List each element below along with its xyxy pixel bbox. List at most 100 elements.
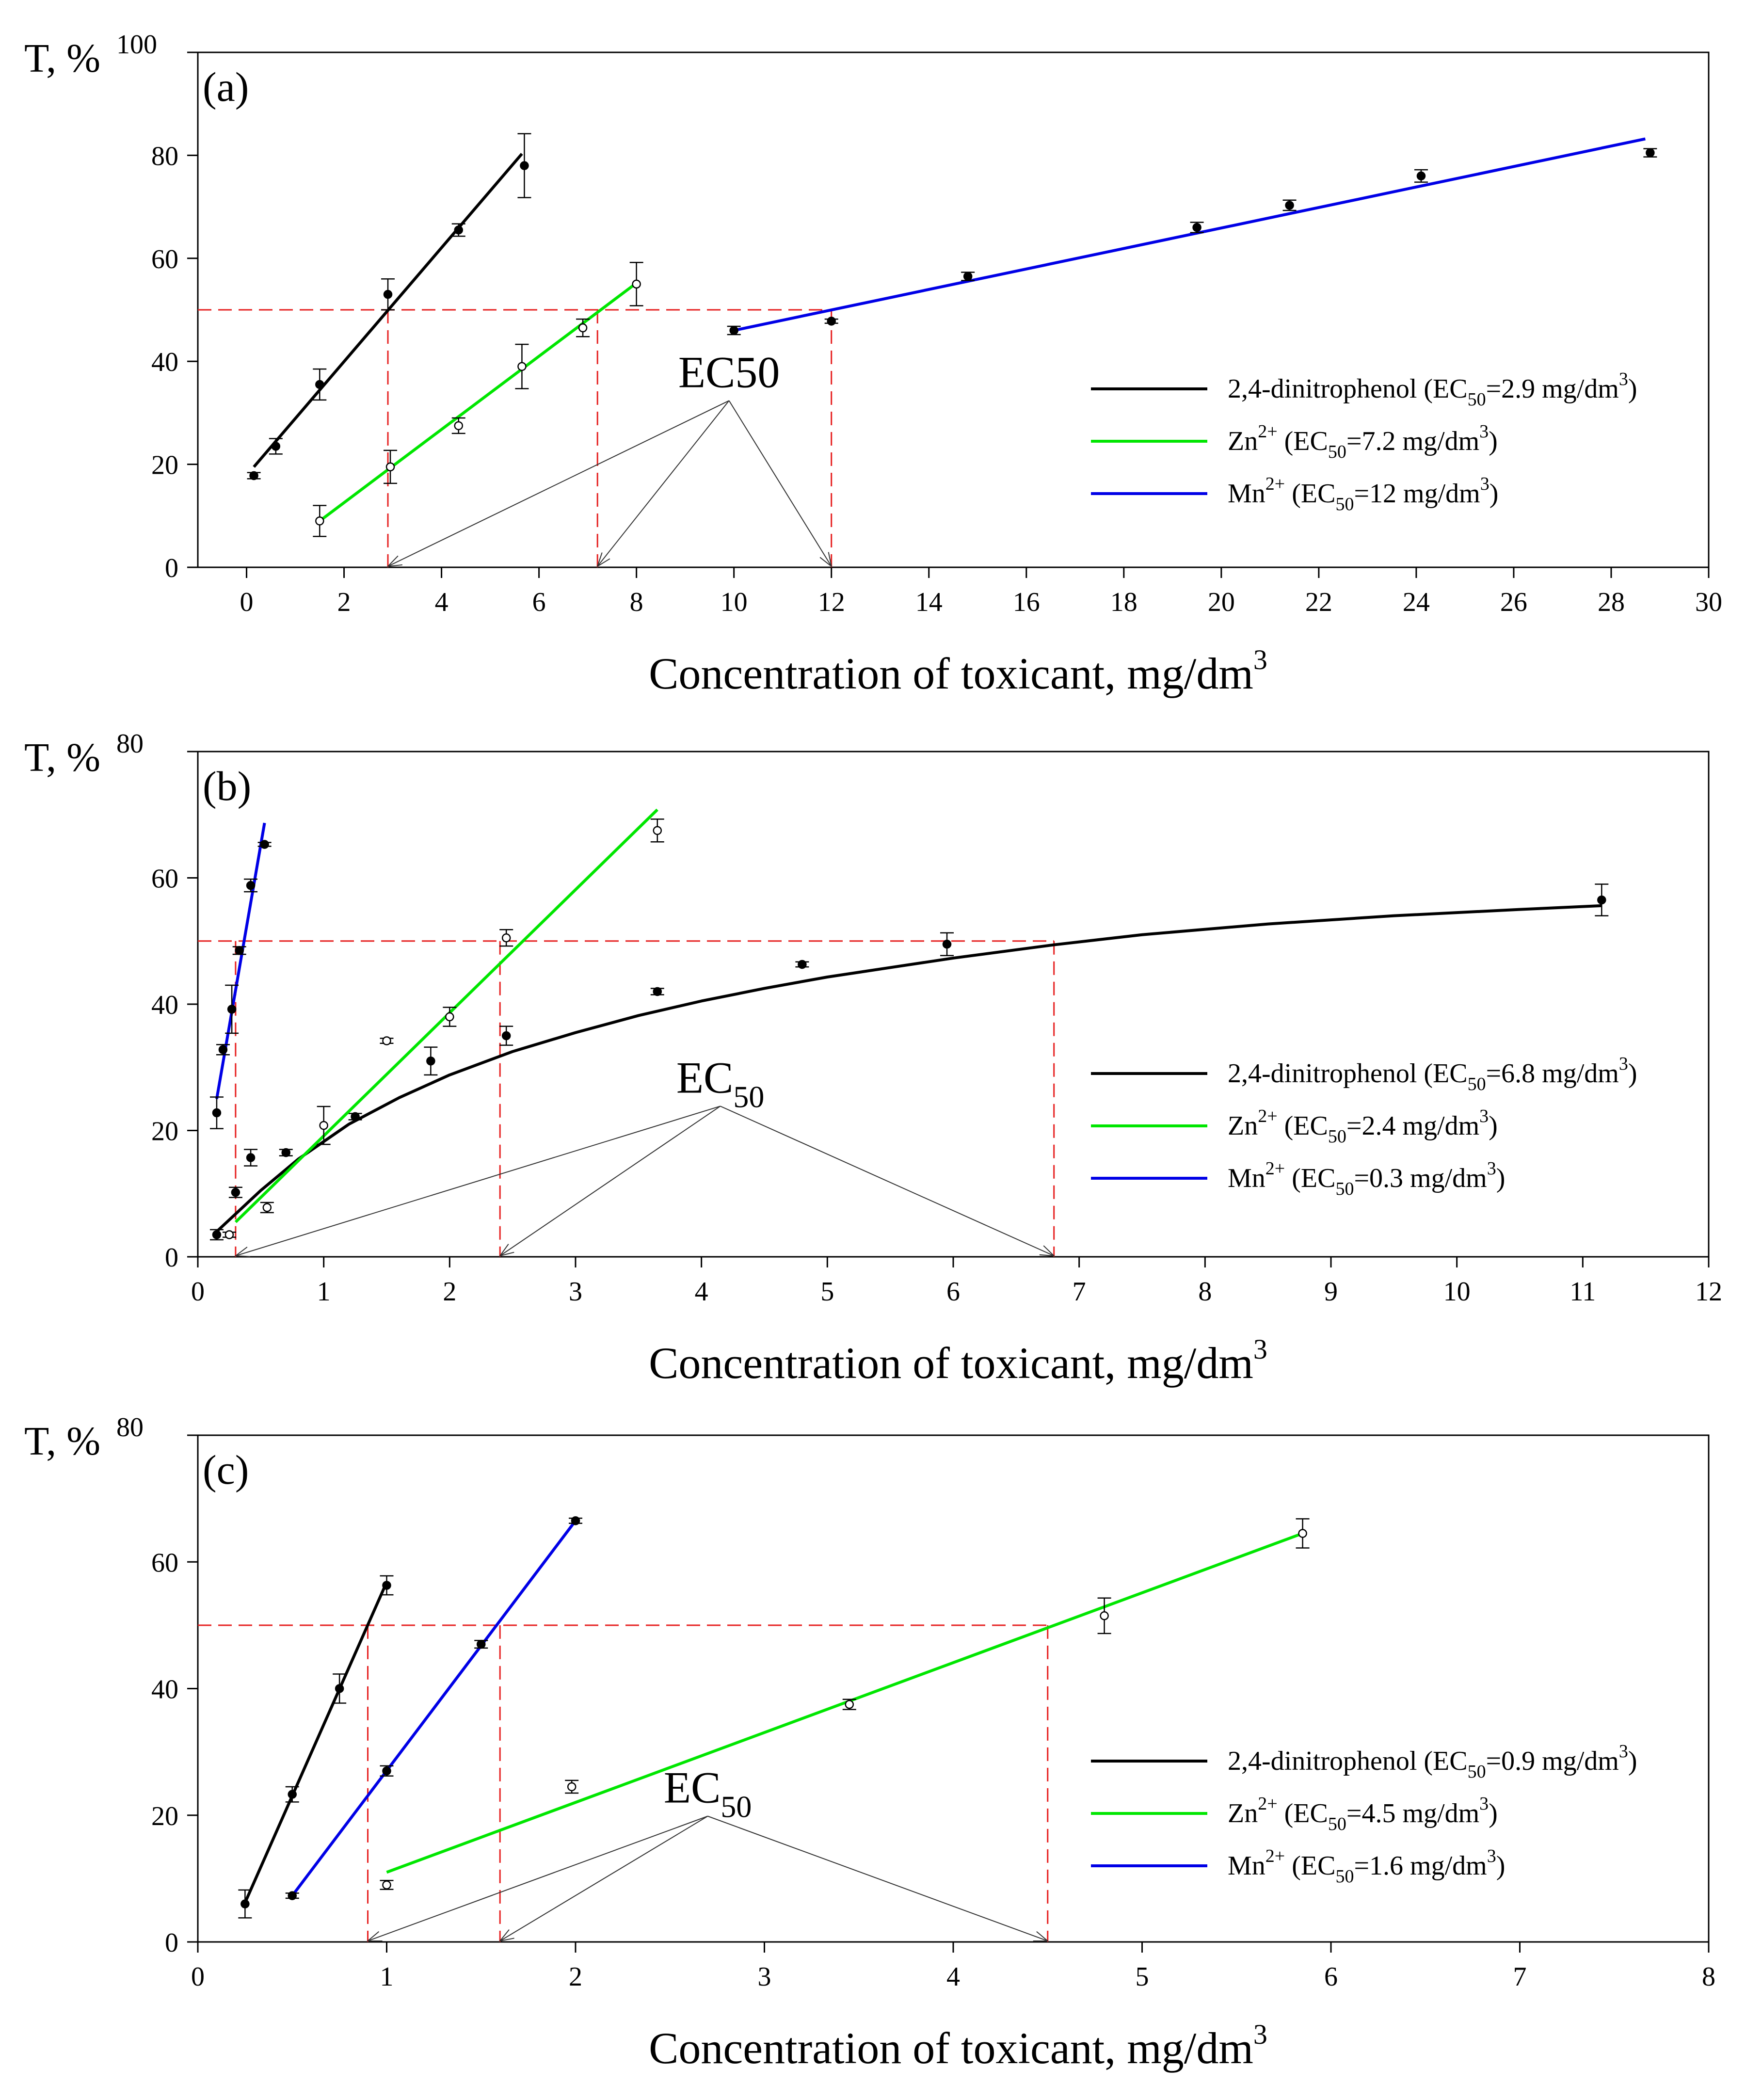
x-tick-label: 10 <box>721 587 748 617</box>
x-tick-label: 0 <box>191 1277 205 1307</box>
data-point <box>351 1112 360 1122</box>
data-point <box>517 362 527 371</box>
y-tick-label: 60 <box>151 864 178 894</box>
legend-entry-2: Mn2+ (EC50=0.3 mg/dm3) <box>1228 1158 1505 1199</box>
data-point <box>315 380 324 389</box>
data-point <box>963 272 973 281</box>
data-point <box>246 881 256 890</box>
data-point <box>1298 1529 1307 1538</box>
ec50-arrowhead-1 <box>498 1244 514 1257</box>
data-point <box>240 1899 250 1908</box>
data-point <box>798 960 807 969</box>
legend-entry-2: Mn2+ (EC50=12 mg/dm3) <box>1228 474 1498 514</box>
x-tick-label: 24 <box>1403 587 1430 617</box>
data-point <box>1416 171 1426 181</box>
ec50-arrow-0 <box>720 1106 1055 1256</box>
y-tick-label: 0 <box>165 1928 178 1958</box>
data-point <box>571 1516 580 1525</box>
panel-label: (c) <box>203 1446 249 1493</box>
fit-line-0 <box>243 1581 388 1904</box>
data-point <box>382 1581 391 1590</box>
x-axis-title: Concentration of toxicant, mg/dm3 <box>649 2019 1267 2073</box>
x-tick-label: 8 <box>1198 1277 1212 1307</box>
ec50-arrow-0 <box>368 1815 708 1941</box>
legend-entry-1: Zn2+ (EC50=4.5 mg/dm3) <box>1228 1794 1498 1834</box>
data-point <box>260 840 269 849</box>
data-point <box>632 279 641 289</box>
fit-line-2 <box>734 137 1646 332</box>
panel-label: (b) <box>203 763 251 809</box>
data-point <box>385 462 395 472</box>
data-point <box>231 1187 240 1197</box>
x-tick-label: 2 <box>569 1962 582 1992</box>
x-tick-label: 0 <box>240 587 254 617</box>
y-axis-title: T, % <box>24 735 100 780</box>
x-tick-label: 26 <box>1500 587 1527 617</box>
x-tick-label: 18 <box>1110 587 1137 617</box>
data-point <box>1192 223 1201 232</box>
panel-label: (a) <box>203 64 249 110</box>
data-point <box>426 1056 435 1066</box>
x-tick-label: 4 <box>435 587 449 617</box>
data-point <box>382 1766 391 1776</box>
data-point <box>1100 1611 1109 1620</box>
x-tick-label: 16 <box>1013 587 1040 617</box>
data-point <box>288 1891 297 1900</box>
ec50-arrow-2 <box>499 1815 708 1941</box>
legend-entry-0: 2,4-dinitrophenol (EC50=2.9 mg/dm3) <box>1228 369 1637 410</box>
x-tick-label: 3 <box>569 1277 582 1307</box>
x-tick-label: 1 <box>317 1277 331 1307</box>
x-tick-label: 8 <box>630 587 643 617</box>
x-axis-title: Concentration of toxicant, mg/dm3 <box>649 1333 1267 1388</box>
data-point <box>445 1012 454 1022</box>
y-tick-label: 20 <box>151 1117 178 1147</box>
data-point <box>827 317 836 326</box>
x-tick-label: 11 <box>1570 1277 1596 1307</box>
x-axis-title: Concentration of toxicant, mg/dm3 <box>649 644 1267 698</box>
data-point <box>212 1108 222 1118</box>
x-tick-label: 6 <box>1324 1962 1338 1992</box>
legend-entry-0: 2,4-dinitrophenol (EC50=6.8 mg/dm3) <box>1228 1054 1637 1094</box>
data-point <box>454 421 464 431</box>
y-tick-label: 20 <box>151 450 178 481</box>
y-tick-label: 60 <box>151 244 178 274</box>
ec50-arrowhead-0 <box>366 1931 383 1942</box>
x-tick-label: 28 <box>1598 587 1625 617</box>
y-tick-label: 20 <box>151 1801 178 1831</box>
y-tick-label: 40 <box>151 1675 178 1705</box>
data-point <box>249 471 258 481</box>
data-point <box>271 442 281 451</box>
data-point <box>1597 895 1606 905</box>
data-point <box>477 1639 486 1649</box>
y-axis-title: T, % <box>24 1419 100 1464</box>
data-point <box>288 1790 297 1799</box>
x-tick-label: 30 <box>1695 587 1722 617</box>
ec50-arrowhead-2 <box>498 1929 514 1942</box>
y-tick-label-top: 100 <box>116 30 157 60</box>
ec50-arrow-2 <box>728 400 832 567</box>
data-point <box>281 1148 291 1157</box>
y-tick-label: 0 <box>165 1243 178 1273</box>
ec50-arrowhead-1 <box>596 552 610 568</box>
x-tick-label: 4 <box>695 1277 708 1307</box>
x-tick-label: 0 <box>191 1962 205 1992</box>
x-tick-label: 9 <box>1324 1277 1338 1307</box>
ec50-arrowhead-1 <box>1033 1931 1049 1942</box>
data-point <box>567 1782 577 1792</box>
data-point <box>1285 201 1294 210</box>
data-point <box>262 1203 272 1212</box>
ec50-label: EC50 <box>676 1053 765 1114</box>
data-point <box>319 1121 328 1130</box>
x-tick-label: 14 <box>915 587 943 617</box>
ec50-label: EC50 <box>678 347 780 397</box>
ec50-arrow-2 <box>235 1106 721 1256</box>
x-tick-label: 2 <box>443 1277 456 1307</box>
ec50-arrowhead-0 <box>1039 1245 1056 1257</box>
x-tick-label: 8 <box>1702 1962 1715 1992</box>
legend-entry-1: Zn2+ (EC50=7.2 mg/dm3) <box>1228 421 1498 462</box>
